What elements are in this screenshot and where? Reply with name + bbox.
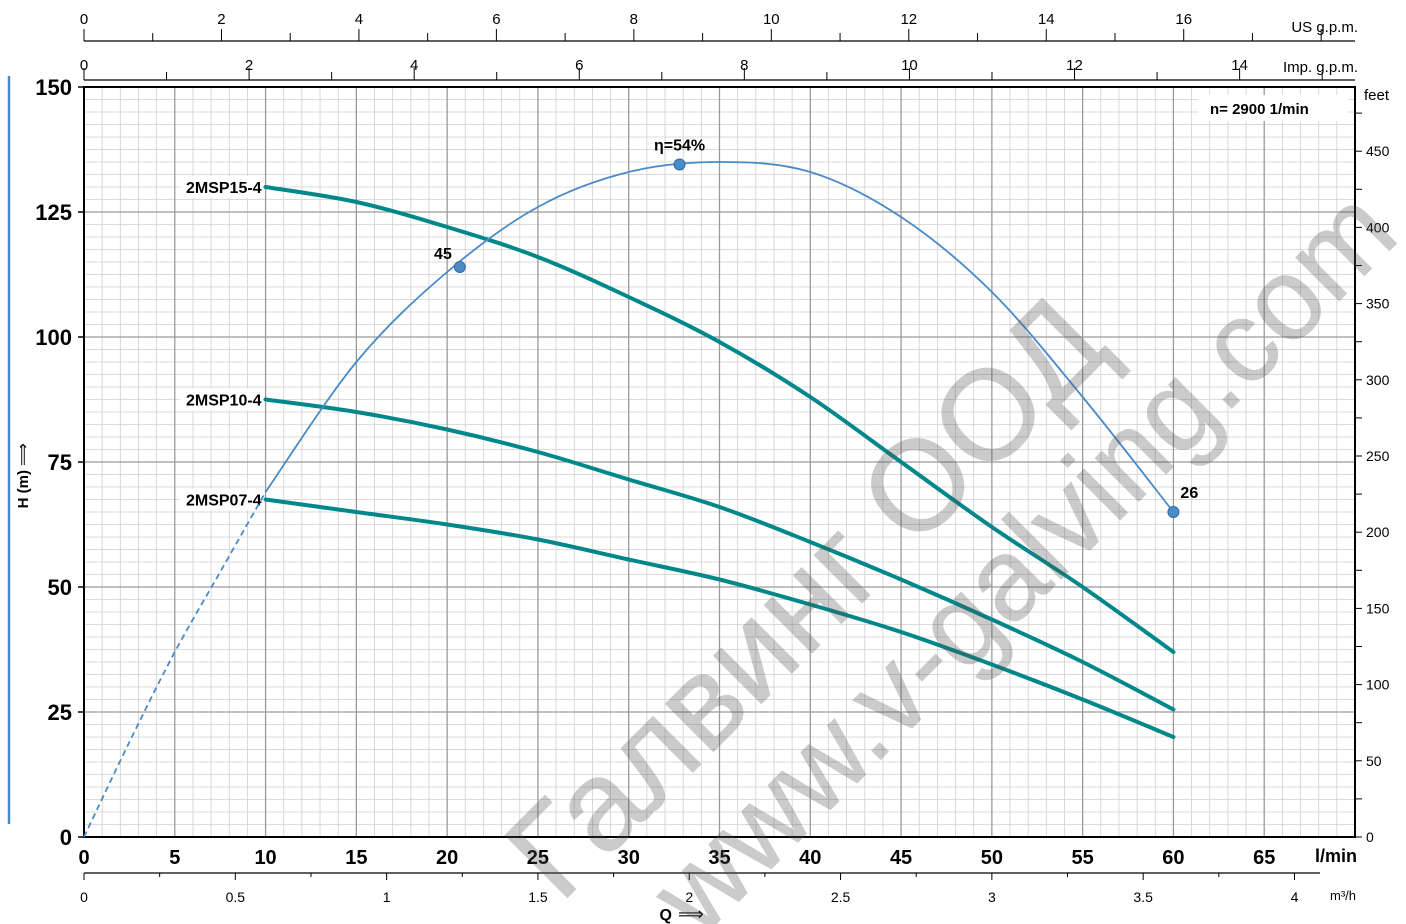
lmin-tick-label: 30	[618, 847, 640, 869]
efficiency-curve-dashed	[83, 491, 267, 838]
curve-2msp07-4	[263, 497, 1176, 739]
efficiency-marker	[453, 261, 466, 273]
lmin-tick-label: 0	[78, 847, 89, 869]
feet-tick-label: 300	[1366, 372, 1390, 388]
usgpm-label: US g.p.m.	[1291, 19, 1358, 36]
usgpm-tick-label: 2	[217, 11, 225, 28]
feet-tick-label: 400	[1366, 219, 1390, 235]
feet-tick-label: 450	[1366, 143, 1390, 159]
m3h-tick-label: 3	[988, 889, 996, 905]
feet-tick-label: 100	[1366, 677, 1390, 693]
series-label-2msp15-4: 2MSP15-4	[186, 180, 262, 197]
series-label-bg	[179, 488, 262, 511]
speed-label: n= 2900 1/min	[1210, 101, 1309, 118]
feet-tick-label: 350	[1366, 296, 1390, 312]
impgpm-tick-label: 4	[410, 57, 418, 74]
usgpm-tick-label: 4	[355, 11, 363, 28]
m3h-tick-label: 1.5	[528, 889, 548, 905]
lmin-tick-label: 20	[436, 847, 458, 869]
curve-2msp10-4	[263, 397, 1176, 712]
impgpm-tick-label: 14	[1231, 57, 1248, 74]
m3h-tick-label: 2	[685, 889, 693, 905]
series-label-bg	[179, 176, 262, 198]
m3h-label: m³/h	[1330, 888, 1356, 903]
lmin-tick-label: 65	[1253, 847, 1275, 869]
lmin-tick-label: 15	[345, 847, 367, 869]
series-layer: 2MSP15-4 2MSP10-4 2MSP07-4	[179, 176, 1176, 739]
m3h-tick-label: 3.5	[1133, 889, 1153, 905]
usgpm-tick-label: 0	[80, 11, 88, 28]
feet-tick-label: 250	[1366, 448, 1390, 464]
feet-label: feet	[1364, 87, 1390, 104]
lmin-tick-label: 60	[1162, 847, 1184, 869]
y-tick-label: 125	[35, 200, 72, 225]
y-tick-label: 50	[48, 575, 72, 600]
lmin-tick-label: 55	[1072, 847, 1094, 869]
usgpm-tick-label: 14	[1038, 11, 1055, 28]
lmin-label: l/min	[1315, 846, 1357, 866]
y-tick-label: 25	[48, 700, 72, 725]
y-axis-title: H (m)	[15, 470, 32, 508]
y-axis-arrow: ⟹	[15, 443, 32, 466]
usgpm-tick-label: 10	[763, 11, 780, 28]
impgpm-label: Imp. g.p.m.	[1283, 59, 1358, 76]
y-tick-label: 100	[35, 325, 72, 350]
watermark-url: www.v-galving.com	[625, 164, 1406, 924]
impgpm-tick-label: 10	[901, 57, 918, 74]
m3h-tick-label: 2.5	[831, 889, 851, 905]
feet-tick-label: 50	[1366, 753, 1382, 769]
usgpm-tick-label: 12	[900, 11, 917, 28]
watermark: Галвинг ООД www.v-galving.com	[478, 163, 1406, 924]
feet-tick-label: 0	[1366, 829, 1374, 845]
series-label-2msp07-4: 2MSP07-4	[186, 493, 262, 510]
m3h-tick-label: 0	[80, 889, 88, 905]
usgpm-tick-label: 16	[1175, 11, 1192, 28]
efficiency-marker	[1167, 506, 1180, 518]
lmin-tick-label: 50	[981, 847, 1003, 869]
curve-2msp15-4	[263, 185, 1176, 654]
usgpm-tick-label: 6	[492, 11, 500, 28]
efficiency-label: 26	[1180, 485, 1198, 502]
axes: 0255075100125150050100150200250300350400…	[35, 11, 1389, 905]
feet-tick-label: 150	[1366, 600, 1390, 616]
impgpm-tick-label: 12	[1066, 57, 1083, 74]
lmin-tick-label: 25	[527, 847, 549, 869]
impgpm-tick-label: 0	[80, 57, 88, 74]
lmin-tick-label: 45	[890, 847, 912, 869]
efficiency-label: η=54%	[654, 138, 705, 155]
series-label-bg	[179, 388, 262, 411]
impgpm-tick-label: 2	[245, 57, 253, 74]
m3h-tick-label: 0.5	[226, 889, 246, 905]
feet-tick-label: 200	[1366, 524, 1390, 540]
major-grid	[84, 87, 1355, 837]
lmin-tick-label: 5	[169, 847, 180, 869]
y-tick-label: 0	[60, 825, 72, 850]
x-axis-arrow: ⟹	[678, 904, 704, 924]
efficiency-marker	[673, 158, 686, 171]
y-tick-label: 150	[35, 75, 72, 100]
usgpm-tick-label: 8	[630, 11, 638, 28]
impgpm-tick-label: 6	[575, 57, 583, 74]
efficiency-label: 45	[434, 246, 452, 263]
lmin-tick-label: 10	[254, 847, 276, 869]
efficiency-curve	[264, 161, 1175, 513]
speed-label-box	[1198, 95, 1348, 121]
m3h-tick-label: 4	[1291, 889, 1299, 905]
efficiency-layer: 45 η=54% 26	[83, 138, 1198, 838]
x-axis-title: Q	[660, 907, 672, 924]
lmin-tick-label: 35	[708, 847, 730, 869]
impgpm-tick-label: 8	[740, 57, 748, 74]
y-tick-label: 75	[48, 450, 72, 475]
y-axis-title-group: H (m) ⟹	[15, 443, 32, 508]
m3h-tick-label: 1	[383, 889, 391, 905]
series-label-2msp10-4: 2MSP10-4	[186, 393, 262, 410]
lmin-tick-label: 40	[799, 847, 821, 869]
